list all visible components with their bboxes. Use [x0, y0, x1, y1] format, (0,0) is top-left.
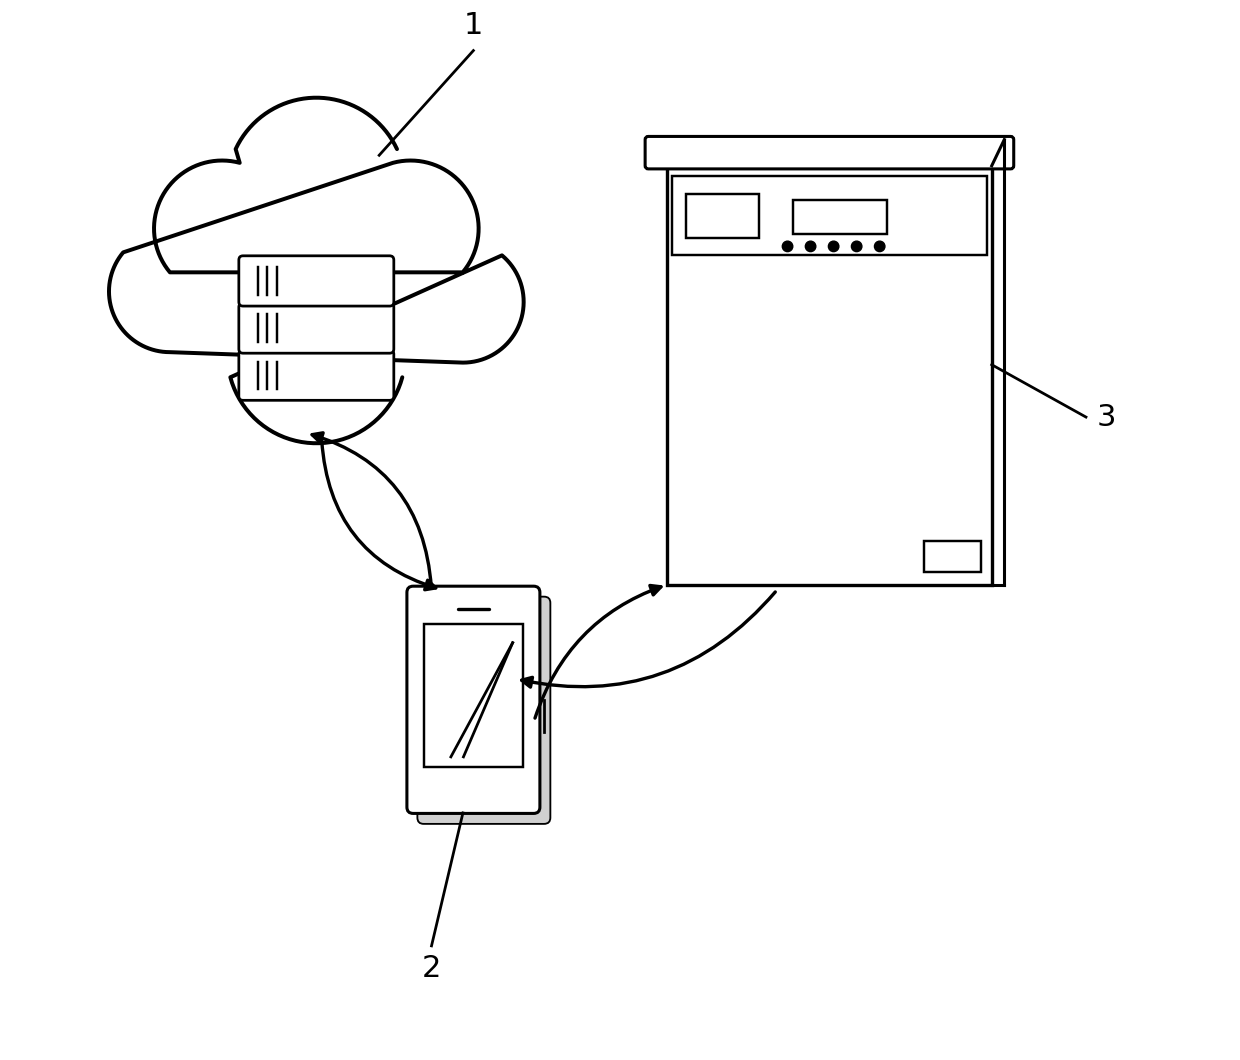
Text: 2: 2 [422, 954, 441, 984]
Polygon shape [227, 265, 405, 443]
Polygon shape [402, 242, 523, 363]
FancyArrowPatch shape [321, 441, 435, 589]
Circle shape [704, 281, 966, 543]
Bar [424, 624, 523, 767]
Text: 1: 1 [464, 11, 484, 40]
Bar [672, 176, 987, 254]
Circle shape [874, 241, 885, 251]
Polygon shape [342, 160, 479, 297]
Circle shape [357, 271, 376, 290]
FancyBboxPatch shape [418, 597, 551, 824]
Bar [924, 541, 981, 572]
Bar [686, 194, 759, 238]
Text: 3: 3 [1096, 403, 1116, 431]
FancyBboxPatch shape [407, 586, 539, 813]
Polygon shape [154, 160, 290, 297]
FancyArrowPatch shape [534, 585, 661, 718]
Circle shape [828, 241, 838, 251]
Circle shape [357, 319, 376, 337]
FancyArrowPatch shape [522, 591, 775, 687]
Circle shape [805, 241, 816, 251]
FancyArrowPatch shape [312, 432, 432, 587]
FancyBboxPatch shape [239, 303, 394, 353]
FancyBboxPatch shape [645, 137, 1014, 169]
Circle shape [915, 181, 973, 240]
Circle shape [463, 779, 484, 800]
Polygon shape [109, 231, 231, 352]
FancyBboxPatch shape [239, 350, 394, 401]
Polygon shape [227, 98, 405, 276]
Circle shape [782, 241, 792, 251]
FancyBboxPatch shape [239, 255, 394, 306]
Circle shape [930, 196, 960, 225]
Bar [667, 165, 992, 585]
Circle shape [852, 241, 862, 251]
Circle shape [735, 313, 934, 511]
Bar [792, 200, 887, 234]
Circle shape [357, 366, 376, 385]
